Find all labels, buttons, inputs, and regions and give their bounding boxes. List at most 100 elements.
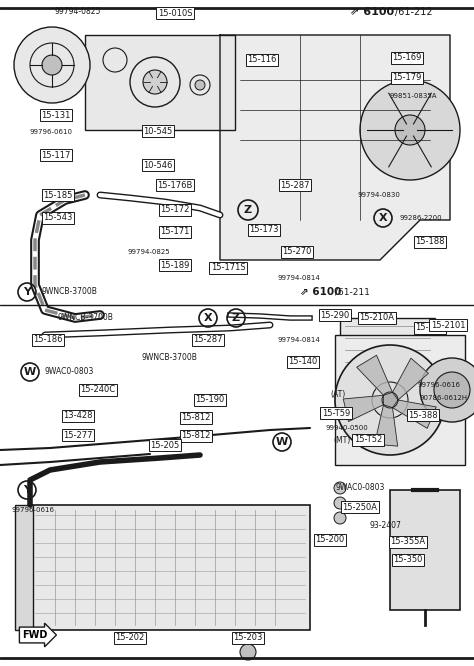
Text: 15-171: 15-171 bbox=[160, 228, 190, 236]
Text: W: W bbox=[276, 437, 288, 447]
Polygon shape bbox=[392, 358, 428, 400]
FancyBboxPatch shape bbox=[340, 318, 435, 428]
Text: 15-2101: 15-2101 bbox=[431, 320, 465, 330]
Circle shape bbox=[395, 115, 425, 145]
Circle shape bbox=[143, 70, 167, 94]
Text: X: X bbox=[379, 213, 387, 223]
Text: 10-545: 10-545 bbox=[143, 127, 173, 135]
Text: 10-546: 10-546 bbox=[143, 161, 173, 170]
Text: 15-179: 15-179 bbox=[392, 73, 422, 83]
Text: 15-240C: 15-240C bbox=[81, 386, 116, 394]
Text: 15-543: 15-543 bbox=[43, 214, 73, 222]
Text: 15-250A: 15-250A bbox=[343, 503, 377, 511]
FancyBboxPatch shape bbox=[30, 505, 310, 630]
Text: 15-388: 15-388 bbox=[408, 410, 438, 420]
Text: 99796-0616: 99796-0616 bbox=[12, 507, 55, 513]
Text: 99794-0814: 99794-0814 bbox=[278, 275, 321, 281]
Text: Z: Z bbox=[232, 313, 240, 323]
Text: W: W bbox=[24, 367, 36, 377]
Text: 99851-0835A: 99851-0835A bbox=[390, 93, 438, 99]
Text: 15-210A: 15-210A bbox=[359, 314, 394, 322]
Polygon shape bbox=[343, 396, 383, 422]
Circle shape bbox=[434, 372, 470, 408]
Circle shape bbox=[240, 644, 256, 660]
Polygon shape bbox=[374, 405, 398, 446]
Circle shape bbox=[334, 512, 346, 524]
Text: 15-010S: 15-010S bbox=[158, 9, 192, 17]
Text: X: X bbox=[204, 313, 212, 323]
Text: /61-212: /61-212 bbox=[395, 7, 433, 17]
FancyBboxPatch shape bbox=[390, 490, 460, 610]
Circle shape bbox=[195, 80, 205, 90]
Text: 9WNCB-3700B: 9WNCB-3700B bbox=[42, 288, 98, 296]
Text: 99286-2200: 99286-2200 bbox=[400, 215, 443, 221]
Text: 9WAC0-0803: 9WAC0-0803 bbox=[336, 484, 385, 492]
Text: 15-287: 15-287 bbox=[280, 180, 310, 190]
Text: FWD: FWD bbox=[22, 630, 48, 640]
Circle shape bbox=[420, 358, 474, 422]
Text: 15-140: 15-140 bbox=[288, 358, 318, 366]
Polygon shape bbox=[220, 35, 450, 260]
Circle shape bbox=[334, 482, 346, 494]
Text: 15-355A: 15-355A bbox=[391, 537, 426, 547]
Text: 15-287: 15-287 bbox=[193, 336, 223, 344]
Text: 15-117: 15-117 bbox=[41, 151, 71, 159]
Text: 15-203: 15-203 bbox=[233, 633, 263, 643]
Text: 15-189: 15-189 bbox=[160, 260, 190, 270]
Text: 99794-0825: 99794-0825 bbox=[128, 249, 171, 255]
Text: 15-185: 15-185 bbox=[43, 190, 73, 200]
Text: 15-169: 15-169 bbox=[392, 53, 422, 63]
Circle shape bbox=[360, 80, 460, 180]
Text: 15-171S: 15-171S bbox=[210, 264, 246, 272]
Text: ⇗ 6100: ⇗ 6100 bbox=[300, 287, 341, 297]
FancyBboxPatch shape bbox=[85, 35, 235, 130]
Text: 15-176B: 15-176B bbox=[157, 180, 193, 190]
Text: 9WNCB-3700B: 9WNCB-3700B bbox=[58, 314, 114, 322]
Text: 15-812: 15-812 bbox=[182, 432, 210, 440]
Text: 99794-0814: 99794-0814 bbox=[278, 337, 321, 343]
Text: Y: Y bbox=[23, 485, 31, 495]
Text: 15-202: 15-202 bbox=[115, 633, 145, 643]
FancyBboxPatch shape bbox=[15, 505, 33, 630]
Text: Y: Y bbox=[23, 287, 31, 297]
Text: 90786-0612H: 90786-0612H bbox=[420, 395, 468, 401]
Circle shape bbox=[335, 345, 445, 455]
Text: 93-2407: 93-2407 bbox=[370, 521, 402, 529]
Text: 15-190: 15-190 bbox=[195, 396, 225, 404]
Text: 15-186: 15-186 bbox=[33, 336, 63, 344]
Text: 13-428: 13-428 bbox=[63, 412, 93, 420]
Circle shape bbox=[382, 392, 398, 408]
Text: 15-283: 15-283 bbox=[415, 324, 445, 332]
Text: 9WNCB-3700B: 9WNCB-3700B bbox=[142, 354, 198, 362]
Text: /61-211: /61-211 bbox=[335, 288, 370, 296]
Text: 15-188: 15-188 bbox=[415, 238, 445, 246]
Text: 15-172: 15-172 bbox=[160, 206, 190, 214]
Text: 15-350: 15-350 bbox=[393, 555, 423, 565]
Text: 15-T59: 15-T59 bbox=[322, 408, 350, 418]
Text: 15-200: 15-200 bbox=[315, 535, 345, 545]
Circle shape bbox=[14, 27, 90, 103]
Text: ⇗ 6100: ⇗ 6100 bbox=[350, 7, 394, 17]
Text: 99794-0830: 99794-0830 bbox=[358, 192, 401, 198]
Text: 15-131: 15-131 bbox=[41, 111, 71, 119]
Polygon shape bbox=[392, 400, 436, 428]
Text: 15-205: 15-205 bbox=[150, 440, 180, 450]
Text: 15-277: 15-277 bbox=[63, 430, 93, 440]
Circle shape bbox=[42, 55, 62, 75]
Text: 99796-0610: 99796-0610 bbox=[30, 129, 73, 135]
Text: 15-116: 15-116 bbox=[247, 55, 277, 65]
Text: 99794-0825: 99794-0825 bbox=[55, 7, 101, 17]
Text: 15-290: 15-290 bbox=[320, 310, 350, 320]
Circle shape bbox=[334, 497, 346, 509]
Text: (AT): (AT) bbox=[330, 390, 345, 400]
Text: (MT): (MT) bbox=[333, 436, 350, 444]
Text: 99940-0500: 99940-0500 bbox=[326, 425, 369, 431]
Text: 9WAC0-0803: 9WAC0-0803 bbox=[45, 368, 94, 376]
Text: 15-812: 15-812 bbox=[182, 414, 210, 422]
FancyBboxPatch shape bbox=[335, 335, 465, 465]
Text: Z: Z bbox=[244, 205, 252, 215]
Text: 99796-0616: 99796-0616 bbox=[418, 382, 461, 388]
Text: 15-270: 15-270 bbox=[283, 248, 312, 256]
Text: 15-T52: 15-T52 bbox=[354, 436, 382, 444]
Text: 15-173: 15-173 bbox=[249, 226, 279, 234]
